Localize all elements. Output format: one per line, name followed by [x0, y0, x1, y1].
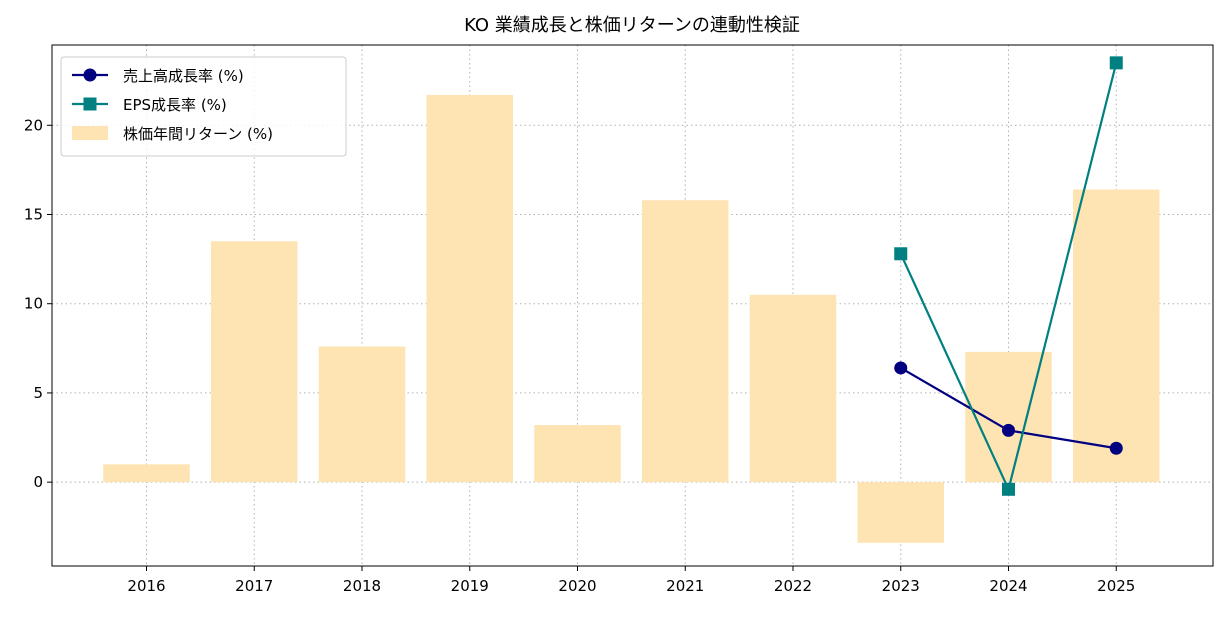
bar-2019 — [426, 94, 513, 483]
x-tick-label: 2024 — [989, 577, 1027, 595]
y-tick-label: 0 — [33, 473, 43, 491]
bar-2020 — [534, 425, 621, 483]
bar-layer — [103, 94, 1160, 543]
point-2-2025 — [1109, 56, 1123, 70]
line-layer — [894, 56, 1123, 496]
x-tick-label: 2016 — [127, 577, 165, 595]
point-2-2024 — [1002, 482, 1015, 496]
point-1-2024 — [1002, 423, 1015, 437]
legend-swatch — [72, 126, 108, 140]
point-2-2023 — [894, 247, 908, 261]
x-tick-label: 2021 — [666, 577, 704, 595]
y-tick-label: 20 — [24, 116, 43, 134]
x-tick-label: 2018 — [343, 577, 381, 595]
bar-2022 — [749, 294, 837, 483]
chart-title: KO 業績成長と株価リターンの連動性検証 — [464, 15, 800, 36]
legend-label: 株価年間リターン (%) — [123, 125, 273, 143]
legend-marker-circle — [83, 68, 97, 82]
bar-2023 — [857, 482, 944, 543]
x-tick-label: 2020 — [558, 577, 596, 595]
x-tick-label: 2022 — [774, 577, 812, 595]
bar-2017 — [211, 241, 298, 483]
bar-2016 — [103, 464, 190, 483]
legend-box — [60, 56, 347, 157]
legend-label: 売上高成長率 (%) — [123, 67, 244, 85]
plot-frame — [51, 44, 1214, 567]
tick-layer: 2016 2017 2018 2019 2020 2021 2022 2023 2024 2025… — [24, 116, 1135, 595]
point-1-2025 — [1109, 441, 1123, 455]
legend: 売上高成長率 (%) EPS成長率 (%) 株価年間リターン (%) — [60, 56, 347, 157]
bar-2025 — [1073, 189, 1160, 483]
point-1-2023 — [894, 361, 908, 375]
bar-2018 — [318, 346, 406, 483]
y-tick-label: 15 — [24, 206, 43, 224]
bar-2021 — [642, 200, 729, 483]
y-tick-label: 10 — [24, 295, 43, 313]
legend-marker-square — [83, 97, 97, 111]
legend-label: EPS成長率 (%) — [123, 96, 227, 114]
x-tick-label: 2025 — [1097, 577, 1135, 595]
y-tick-label: 5 — [33, 384, 43, 402]
x-tick-label: 2023 — [882, 577, 920, 595]
x-tick-label: 2017 — [235, 577, 273, 595]
x-tick-label: 2019 — [451, 577, 489, 595]
